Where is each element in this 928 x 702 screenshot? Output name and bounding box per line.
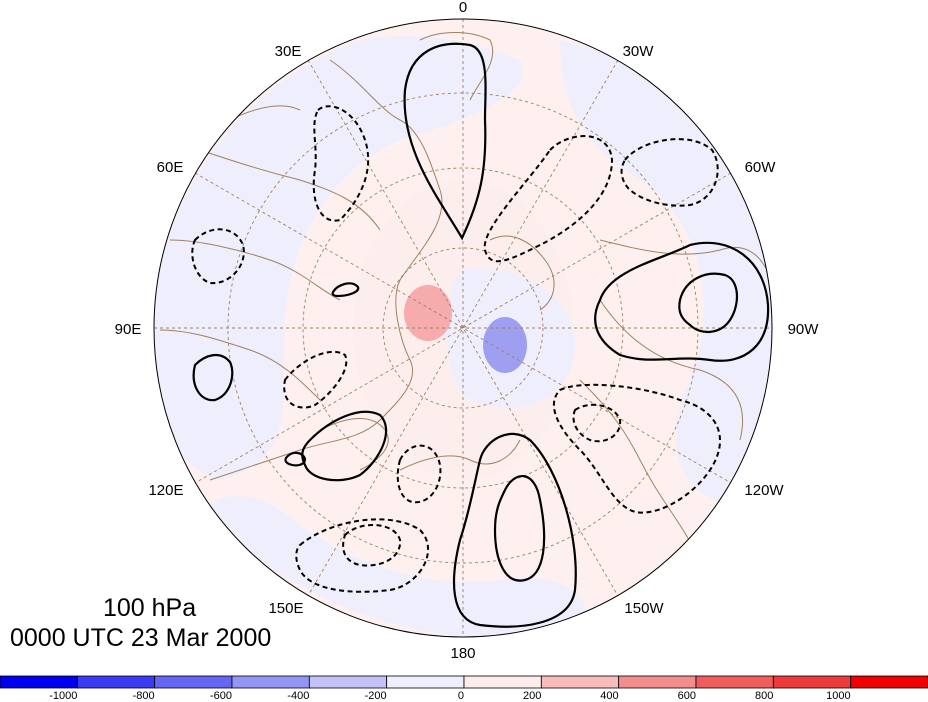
- lon-label-30e: 30E: [275, 43, 302, 60]
- lon-label-180: 180: [450, 645, 475, 662]
- contours-negative: [191, 105, 721, 593]
- contour-pacific-inner: [493, 474, 546, 582]
- contour-pacific-outer: [452, 432, 577, 628]
- lon-label-150w: 150W: [624, 600, 664, 617]
- positive-core: [404, 285, 452, 341]
- colorbar-swatch: [76, 675, 156, 689]
- dashed-pacific-west: [295, 518, 430, 593]
- colorbar-swatch: [231, 675, 310, 689]
- dashed-pacific-inner-west: [342, 523, 402, 567]
- dashed-siberia-west: [191, 228, 245, 285]
- dashed-pacific-central: [396, 444, 442, 504]
- caption-level: 100 hPa: [103, 594, 197, 622]
- dashed-siberia-central: [283, 350, 348, 409]
- colorbar-tick-label: 600: [678, 690, 696, 702]
- lon-label-60w: 60W: [745, 159, 777, 176]
- contour-asia: [192, 353, 234, 402]
- contour-atlantic: [403, 42, 487, 241]
- colorbar-tick-label: -200: [365, 690, 387, 702]
- colorbar-swatch: [695, 675, 774, 689]
- colorbar: -1000 -800 -600 -400 -200 0 200 400 600 800 1000: [0, 675, 928, 702]
- lon-label-120w: 120W: [744, 482, 784, 499]
- colorbar-tick-label: 800: [755, 690, 773, 702]
- colorbar-swatch: [0, 675, 78, 689]
- colorbar-swatch: [154, 675, 233, 689]
- colorbar-tick-label: -1000: [49, 690, 77, 702]
- colorbar-swatch: [850, 675, 928, 689]
- contours-positive: [192, 42, 770, 628]
- colorbar-tick-label: 1000: [826, 690, 850, 702]
- shaded-field: [154, 36, 772, 637]
- colorbar-tick-label: 400: [600, 690, 618, 702]
- lon-label-90e: 90E: [115, 321, 142, 338]
- colorbar-swatch: [308, 675, 388, 689]
- dashed-north-atlantic: [620, 138, 719, 207]
- contour-america-inner: [678, 272, 738, 333]
- contour-siberia: [301, 410, 388, 482]
- colorbar-tick-label: 0: [458, 690, 464, 702]
- colorbar-swatch: [540, 675, 620, 689]
- colorbar-tick-label: 200: [523, 690, 541, 702]
- contour-small-eurasia: [331, 282, 360, 298]
- colorbar-swatch: [463, 675, 542, 689]
- negative-core: [483, 317, 527, 373]
- dashed-north-america: [553, 383, 721, 514]
- lon-label-30w: 30W: [623, 43, 655, 60]
- contour-america-outer: [594, 241, 770, 362]
- coastlines: [159, 32, 772, 561]
- dashed-europe: [312, 105, 370, 222]
- colorbar-swatch: [772, 675, 852, 689]
- contour-siberia-small: [284, 451, 307, 467]
- lon-label-60e: 60E: [157, 159, 184, 176]
- caption-time: 0000 UTC 23 Mar 2000: [10, 624, 272, 652]
- colorbar-tick-label: -600: [210, 690, 232, 702]
- colorbar-swatch: [386, 675, 465, 689]
- colorbar-swatch: [618, 675, 697, 689]
- colorbar-tick-label: -800: [133, 690, 155, 702]
- lon-label-90w: 90W: [788, 321, 820, 338]
- negative-region-upper-left: [154, 36, 524, 480]
- lon-label-150e: 150E: [268, 600, 303, 617]
- colorbar-tick-label: -400: [287, 690, 309, 702]
- dashed-north-america-inner: [572, 403, 622, 443]
- map-disk-outline: [153, 18, 773, 638]
- lon-label-120e: 120E: [148, 482, 183, 499]
- negative-region-bottom-left: [200, 496, 586, 637]
- lon-label-0: 0: [459, 0, 467, 16]
